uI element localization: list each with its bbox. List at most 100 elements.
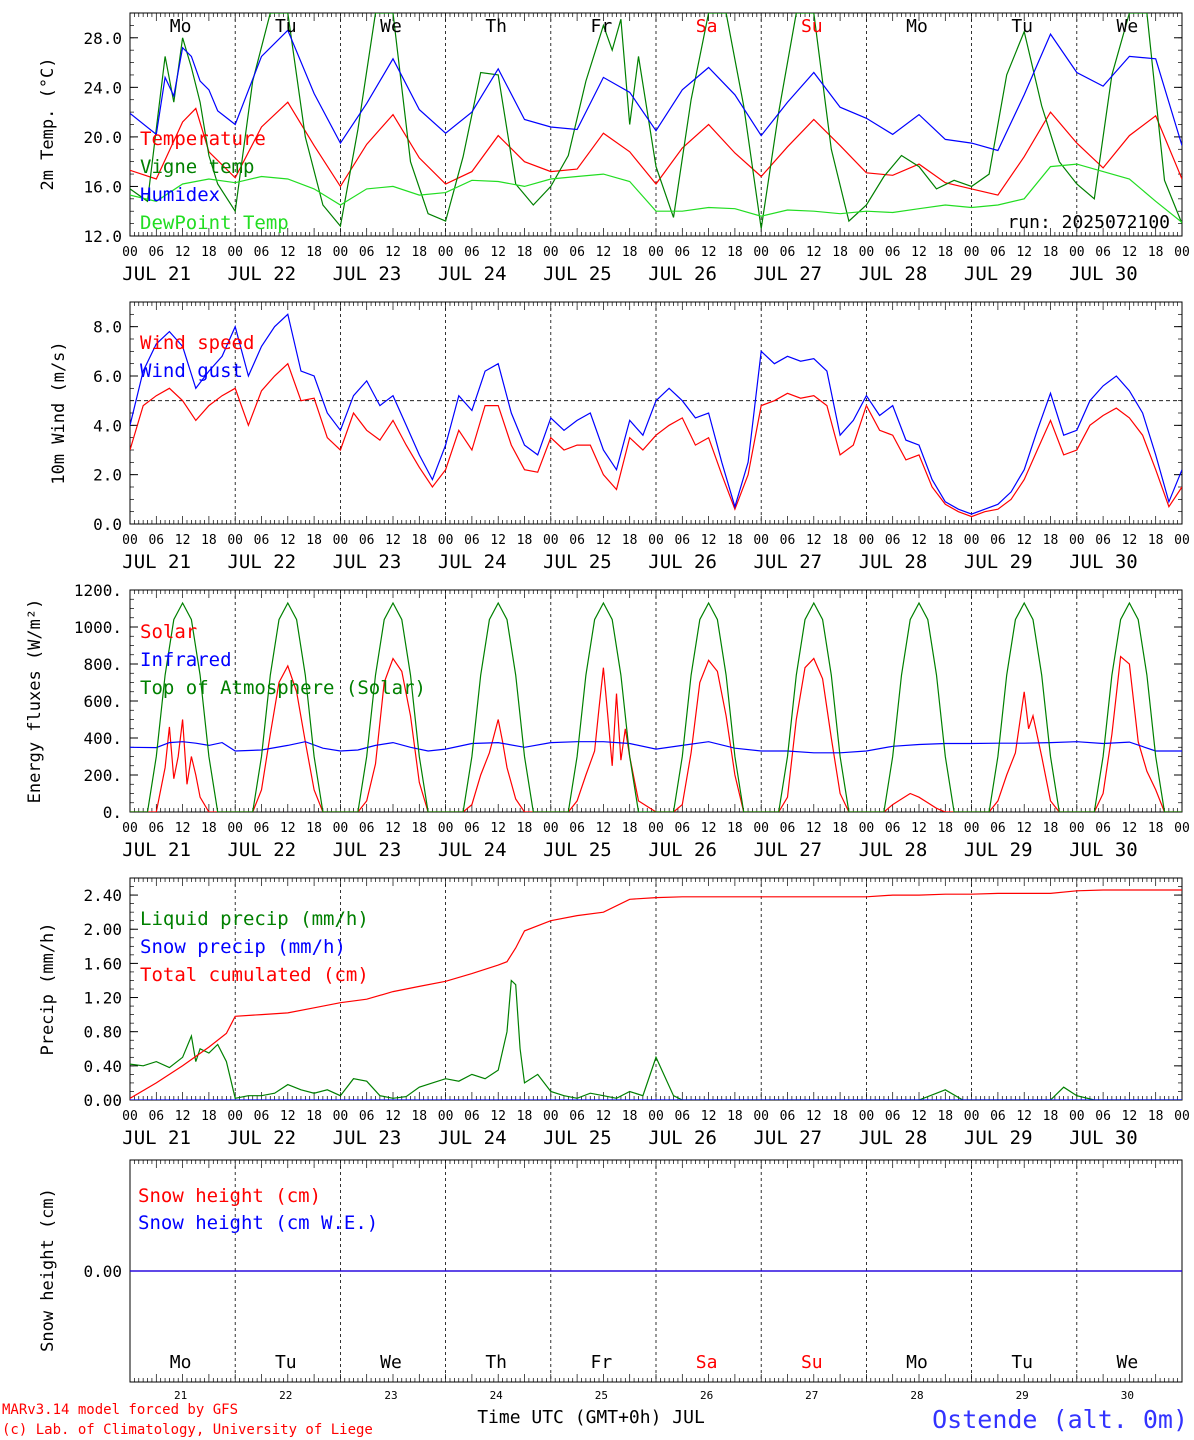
- weekday-label: Tu: [1011, 1352, 1033, 1373]
- date-label: JUL 22: [227, 839, 296, 861]
- date-label: JUL 23: [333, 551, 402, 573]
- date-label: JUL 29: [964, 839, 1033, 861]
- y-tick-label: 1200.: [74, 581, 122, 600]
- day-number-label: 26: [700, 1389, 713, 1402]
- y-tick-label: 16.0: [83, 177, 122, 196]
- footer: Time UTC (GMT+0h) JUL MARv3.14 model forc…: [2, 1402, 1188, 1438]
- x-tick-label: 18: [937, 821, 953, 836]
- date-label: JUL 25: [543, 839, 612, 861]
- x-tick-label: 00: [1069, 1109, 1085, 1124]
- x-tick-label: 12: [1016, 245, 1032, 260]
- date-label: JUL 26: [648, 839, 717, 861]
- y-tick-label: 1000.: [74, 618, 122, 637]
- legend-entry: Liquid precip (mm/h): [140, 908, 369, 930]
- x-tick-label: 12: [1016, 533, 1032, 548]
- date-label: JUL 21: [122, 839, 191, 861]
- x-tick-label: 00: [438, 245, 454, 260]
- x-tick-label: 12: [280, 245, 296, 260]
- x-tick-label: 06: [254, 1109, 270, 1124]
- x-tick-label: 00: [1069, 821, 1085, 836]
- x-tick-label: 00: [438, 533, 454, 548]
- x-tick-label: 12: [175, 533, 191, 548]
- x-tick-label: 00: [648, 533, 664, 548]
- x-tick-label: 12: [385, 1109, 401, 1124]
- date-label: JUL 25: [543, 551, 612, 573]
- y-tick-label: 1.60: [83, 954, 122, 973]
- station-name: Ostende (alt. 0m): [932, 1405, 1188, 1434]
- x-tick-label: 12: [806, 533, 822, 548]
- weekday-label: Mo: [170, 16, 192, 37]
- x-tick-label: 00: [438, 1109, 454, 1124]
- x-tick-label: 18: [201, 821, 217, 836]
- x-tick-label: 00: [333, 821, 349, 836]
- x-tick-label: 18: [411, 821, 427, 836]
- x-tick-label: 18: [832, 1109, 848, 1124]
- y-tick-label: 24.0: [83, 78, 122, 97]
- y-axis-label: 10m Wind (m/s): [49, 341, 69, 484]
- x-tick-label: 00: [753, 245, 769, 260]
- x-tick-label: 18: [622, 245, 638, 260]
- y-tick-label: 2.40: [83, 886, 122, 905]
- x-tick-label: 12: [911, 821, 927, 836]
- x-tick-label: 18: [1148, 533, 1164, 548]
- y-tick-label: 4.0: [93, 416, 122, 435]
- x-tick-label: 06: [254, 533, 270, 548]
- y-tick-label: 0.0: [93, 515, 122, 534]
- x-tick-label: 18: [622, 533, 638, 548]
- x-tick-label: 06: [885, 245, 901, 260]
- weekday-label: Tu: [1011, 16, 1033, 37]
- weekday-label: We: [1117, 16, 1139, 37]
- legend-entry: Wind speed: [140, 332, 254, 354]
- x-tick-label: 00: [1174, 1109, 1190, 1124]
- x-tick-label: 12: [1122, 245, 1138, 260]
- weekday-label: Su: [801, 1352, 823, 1373]
- date-label: JUL 24: [438, 551, 507, 573]
- y-tick-label: 12.0: [83, 227, 122, 246]
- legend-entry: Temperature: [140, 128, 266, 150]
- x-tick-label: 00: [1069, 245, 1085, 260]
- x-tick-label: 18: [727, 533, 743, 548]
- date-label: JUL 30: [1069, 1127, 1138, 1149]
- x-tick-label: 06: [569, 821, 585, 836]
- panel-5: 0.00 Snow height (cm) Snow height (cm) Snow…: [38, 1159, 1183, 1402]
- legend-entry: Total cumulated (cm): [140, 964, 369, 986]
- date-label: JUL 23: [333, 839, 402, 861]
- x-tick-label: 06: [780, 821, 796, 836]
- x-tick-label: 06: [464, 1109, 480, 1124]
- x-tick-label: 06: [148, 245, 164, 260]
- x-tick-label: 18: [832, 533, 848, 548]
- y-tick-label: 200.: [83, 766, 122, 785]
- x-tick-label: 18: [727, 245, 743, 260]
- x-tick-label: 12: [385, 245, 401, 260]
- x-tick-label: 06: [674, 245, 690, 260]
- date-label: JUL 21: [122, 263, 191, 285]
- series-line-humidex: [130, 29, 1182, 152]
- x-tick-label: 00: [859, 1109, 875, 1124]
- date-label: JUL 29: [964, 551, 1033, 573]
- x-axis-label: Time UTC (GMT+0h) JUL: [477, 1407, 705, 1428]
- x-tick-label: 18: [1043, 533, 1059, 548]
- date-label: JUL 28: [859, 551, 928, 573]
- date-label: JUL 24: [438, 1127, 507, 1149]
- x-tick-label: 00: [753, 1109, 769, 1124]
- date-label: JUL 22: [227, 1127, 296, 1149]
- date-label: JUL 27: [753, 1127, 822, 1149]
- x-tick-label: 18: [306, 1109, 322, 1124]
- x-tick-label: 18: [1043, 245, 1059, 260]
- x-tick-label: 12: [175, 1109, 191, 1124]
- x-tick-label: 06: [254, 821, 270, 836]
- x-tick-label: 18: [201, 533, 217, 548]
- series-line-dewpoint-temp: [130, 163, 1182, 223]
- weekday-label: Th: [485, 16, 507, 37]
- legend-entry: Vigne temp: [140, 156, 254, 178]
- weekday-label: We: [380, 1352, 402, 1373]
- x-tick-label: 00: [859, 245, 875, 260]
- date-label: JUL 21: [122, 551, 191, 573]
- panel-3: 0. 200. 400. 600. 800. 1000. 1200. Energy fluxe…: [25, 581, 1190, 861]
- day-number-label: 28: [910, 1389, 923, 1402]
- y-tick-label: 800.: [83, 655, 122, 674]
- legend-entry: Top of Atmosphere (Solar): [140, 677, 426, 699]
- x-tick-label: 12: [701, 1109, 717, 1124]
- x-tick-label: 18: [517, 1109, 533, 1124]
- series-line-liquid-precip-mm-h: [130, 979, 1182, 1100]
